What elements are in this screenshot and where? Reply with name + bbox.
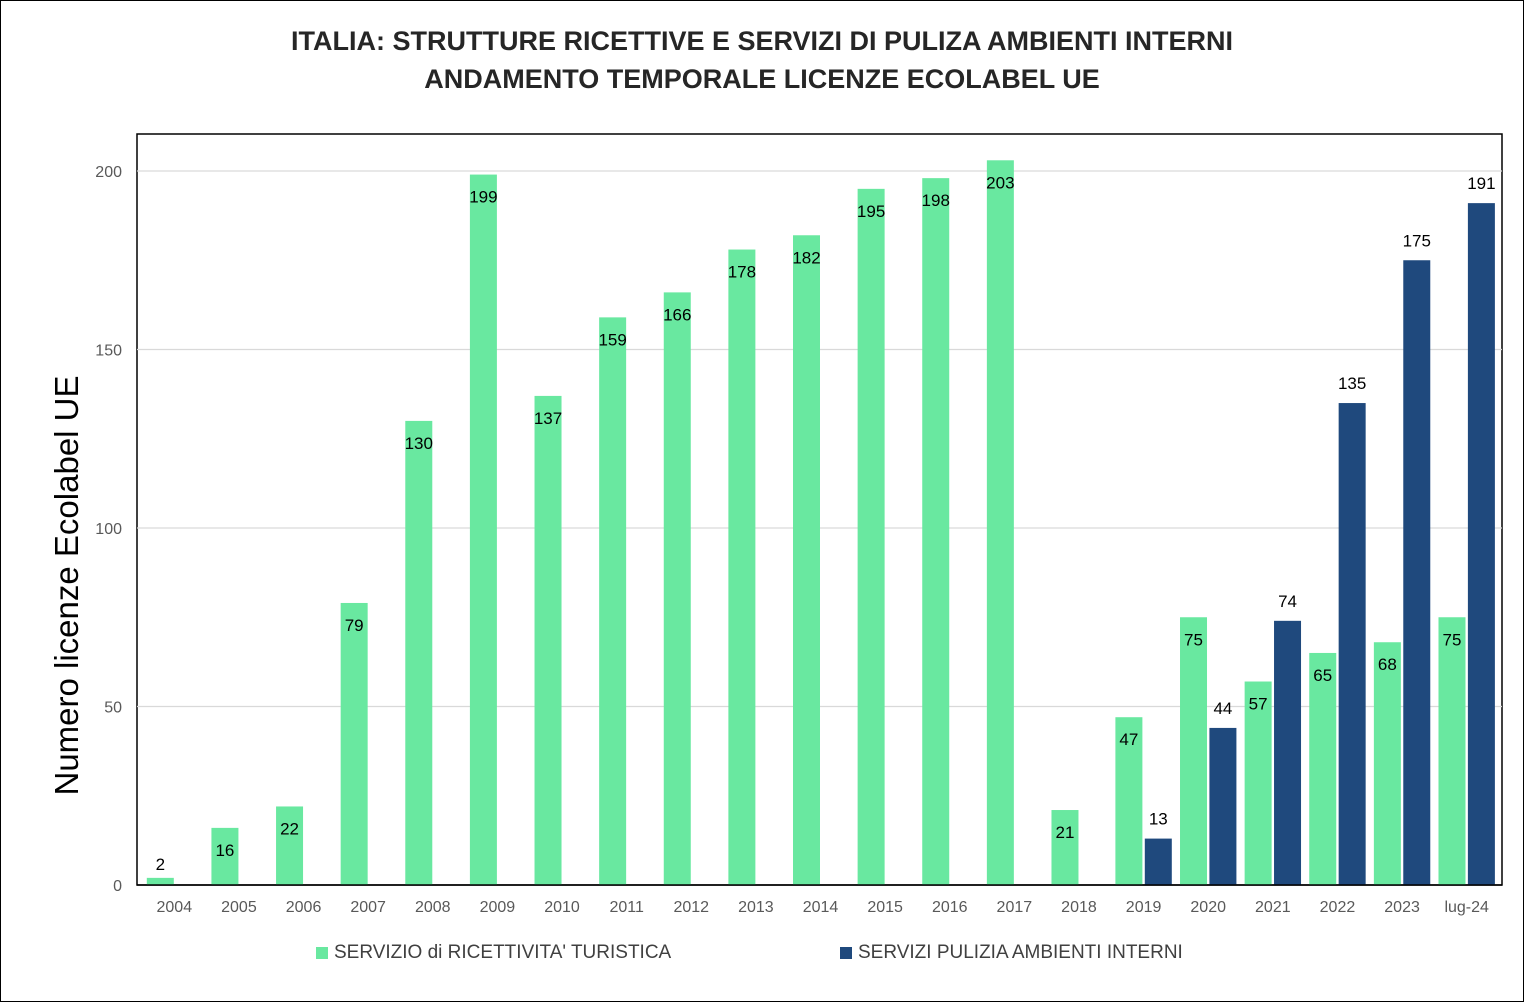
x-tick-label-lug-24: lug-24 <box>1444 899 1489 916</box>
x-tick-label-2018: 2018 <box>1061 899 1097 916</box>
x-tick-label-2014: 2014 <box>803 899 839 916</box>
bar-ricettivita-lug-24 <box>1438 617 1466 885</box>
x-tick-label-2013: 2013 <box>738 899 774 916</box>
data-label-ricettivita-2013: 178 <box>728 263 756 282</box>
x-tick-label-2022: 2022 <box>1320 899 1356 916</box>
data-label-ricettivita-2019: 47 <box>1119 730 1138 749</box>
bar-ricettivita-2020 <box>1180 617 1208 885</box>
x-tick-label-2005: 2005 <box>221 899 257 916</box>
data-label-pulizia-2022: 135 <box>1338 374 1366 393</box>
x-tick-label-2006: 2006 <box>286 899 322 916</box>
x-tick-label-2020: 2020 <box>1190 899 1226 916</box>
bar-pulizia-2022 <box>1338 403 1366 885</box>
y-tick-label-0: 0 <box>113 878 122 895</box>
bar-ricettivita-2010 <box>534 395 562 885</box>
x-tick-label-2008: 2008 <box>415 899 451 916</box>
x-tick-label-2015: 2015 <box>867 899 903 916</box>
bar-ricettivita-2009 <box>469 174 497 885</box>
bar-ricettivita-2004 <box>146 877 174 885</box>
data-label-ricettivita-2005: 16 <box>215 841 234 860</box>
data-label-pulizia-2020: 44 <box>1213 699 1232 718</box>
data-label-ricettivita-2016: 198 <box>922 191 950 210</box>
data-label-pulizia-2019: 13 <box>1149 810 1168 829</box>
bar-ricettivita-2008 <box>405 420 433 885</box>
y-tick-label-100: 100 <box>95 521 122 538</box>
bar-ricettivita-2015 <box>857 188 885 886</box>
x-tick-label-2009: 2009 <box>480 899 516 916</box>
data-label-pulizia-2021: 74 <box>1278 592 1297 611</box>
bar-ricettivita-2014 <box>793 235 820 885</box>
bar-ricettivita-2007 <box>340 602 368 885</box>
data-label-ricettivita-2015: 195 <box>857 202 885 221</box>
bar-ricettivita-2005 <box>211 827 239 885</box>
chart-title-line-2: ANDAMENTO TEMPORALE LICENZE ECOLABEL UE <box>424 64 1100 94</box>
bar-ricettivita-2018 <box>1051 810 1079 885</box>
data-label-ricettivita-2017: 203 <box>986 173 1014 192</box>
y-tick-label-50: 50 <box>104 700 122 717</box>
bar-pulizia-2023 <box>1403 260 1431 885</box>
x-tick-label-2023: 2023 <box>1384 899 1420 916</box>
data-label-ricettivita-2023: 68 <box>1378 655 1397 674</box>
x-tick-label-2016: 2016 <box>932 899 968 916</box>
data-label-ricettivita-2007: 79 <box>345 616 364 635</box>
data-label-ricettivita-2014: 182 <box>792 248 820 267</box>
y-tick-label-150: 150 <box>95 343 122 360</box>
bar-ricettivita-2022 <box>1309 652 1337 885</box>
data-label-ricettivita-2009: 199 <box>469 188 497 207</box>
legend-item-pulizia: SERVIZI PULIZIA AMBIENTI INTERNI <box>840 942 1183 964</box>
data-label-ricettivita-2021: 57 <box>1249 695 1268 714</box>
bar-ricettivita-2006 <box>276 806 304 885</box>
data-label-ricettivita-2008: 130 <box>405 434 433 453</box>
bar-ricettivita-2021 <box>1244 681 1272 885</box>
bar-pulizia-lug-24 <box>1467 203 1495 885</box>
bar-pulizia-2020 <box>1209 727 1237 885</box>
x-tick-label-2007: 2007 <box>350 899 386 916</box>
data-label-ricettivita-2004: 2 <box>156 855 165 874</box>
bar-ricettivita-2013 <box>728 249 756 886</box>
chart-title-line-1: ITALIA: STRUTTURE RICETTIVE E SERVIZI DI… <box>290 26 1233 56</box>
bar-pulizia-2021 <box>1274 620 1302 885</box>
bar-ricettivita-2023 <box>1373 642 1401 885</box>
x-tick-label-2011: 2011 <box>609 899 644 916</box>
legend-swatch-pulizia <box>840 947 852 959</box>
x-tick-label-2004: 2004 <box>157 899 193 916</box>
data-label-ricettivita-2011: 159 <box>598 330 626 349</box>
data-label-ricettivita-2020: 75 <box>1184 630 1203 649</box>
legend-label-ricettivita: SERVIZIO di RICETTIVITA' TURISTICA <box>334 942 672 963</box>
bar-ricettivita-2011 <box>599 317 627 885</box>
bar-ricettivita-2019 <box>1115 717 1143 885</box>
legend-label-pulizia: SERVIZI PULIZIA AMBIENTI INTERNI <box>858 942 1183 963</box>
legend-swatch-ricettivita <box>316 947 328 959</box>
bar-ricettivita-2012 <box>663 292 691 885</box>
y-tick-label-200: 200 <box>95 164 122 181</box>
bar-ricettivita-2017 <box>986 160 1014 886</box>
legend: SERVIZIO di RICETTIVITA' TURISTICA SERVI… <box>0 942 1524 970</box>
x-tick-label-2012: 2012 <box>673 899 709 916</box>
legend-item-ricettivita: SERVIZIO di RICETTIVITA' TURISTICA <box>316 942 671 964</box>
y-axis-title: Numero licenze Ecolabel UE <box>48 375 85 795</box>
data-label-ricettivita-2006: 22 <box>280 819 299 838</box>
bar-pulizia-2019 <box>1144 838 1172 885</box>
x-tick-label-2019: 2019 <box>1126 899 1162 916</box>
data-label-ricettivita-lug-24: 75 <box>1443 630 1462 649</box>
data-label-ricettivita-2018: 21 <box>1056 823 1075 842</box>
data-label-ricettivita-2010: 137 <box>534 409 562 428</box>
data-label-pulizia-lug-24: 191 <box>1467 174 1495 193</box>
x-tick-label-2017: 2017 <box>997 899 1033 916</box>
data-label-ricettivita-2022: 65 <box>1313 666 1332 685</box>
x-tick-label-2010: 2010 <box>544 899 580 916</box>
bar-ricettivita-2016 <box>922 178 950 885</box>
data-label-pulizia-2023: 175 <box>1403 231 1431 250</box>
x-tick-label-2021: 2021 <box>1255 899 1291 916</box>
data-label-ricettivita-2012: 166 <box>663 305 691 324</box>
